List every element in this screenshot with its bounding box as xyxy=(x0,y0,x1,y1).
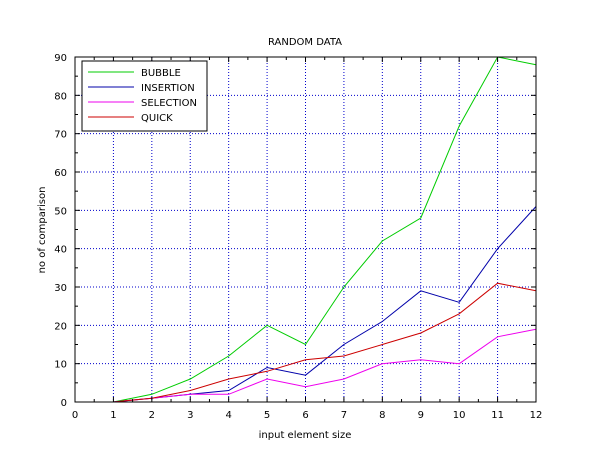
legend-label-selection: SELECTION xyxy=(141,98,197,109)
y-tick-label: 30 xyxy=(54,283,67,294)
x-tick-label: 0 xyxy=(72,410,78,421)
series-line-quick xyxy=(113,282,537,403)
x-tick-label: 9 xyxy=(418,410,424,421)
x-tick-label: 4 xyxy=(225,410,231,421)
x-tick-label: 7 xyxy=(341,410,347,421)
y-axis-title: no of comparison xyxy=(37,187,48,274)
x-tick-label: 2 xyxy=(149,410,155,421)
series-line-bubble xyxy=(113,56,537,403)
x-tick-label: 5 xyxy=(264,410,270,421)
y-tick-label: 70 xyxy=(54,130,67,141)
x-tick-label: 12 xyxy=(530,410,543,421)
x-tick-label: 11 xyxy=(491,410,504,421)
y-tick-label: 20 xyxy=(54,321,67,332)
y-tick-label: 80 xyxy=(54,91,67,102)
y-tick-label: 40 xyxy=(54,245,67,256)
legend: BUBBLE INSERTION SELECTION QUICK xyxy=(81,60,208,132)
y-tick-label: 60 xyxy=(54,168,67,179)
x-tick-label: 3 xyxy=(187,410,193,421)
legend-label-bubble: BUBBLE xyxy=(141,68,181,79)
legend-box xyxy=(81,60,208,132)
legend-label-insertion: INSERTION xyxy=(141,83,195,94)
y-tick-label: 0 xyxy=(61,398,67,409)
x-tick-label: 10 xyxy=(453,410,466,421)
chart-title: RANDOM DATA xyxy=(268,37,342,48)
series-line-selection xyxy=(113,328,537,403)
series-lines xyxy=(113,56,537,403)
x-tick-label: 1 xyxy=(110,410,116,421)
x-tick-label: 6 xyxy=(302,410,308,421)
y-tick-label: 90 xyxy=(54,53,67,64)
y-tick-label: 50 xyxy=(54,206,67,217)
legend-label-quick: QUICK xyxy=(141,113,173,124)
x-tick-label: 8 xyxy=(379,410,385,421)
y-tick-label: 10 xyxy=(54,360,67,371)
x-axis-title: input element size xyxy=(259,430,352,441)
